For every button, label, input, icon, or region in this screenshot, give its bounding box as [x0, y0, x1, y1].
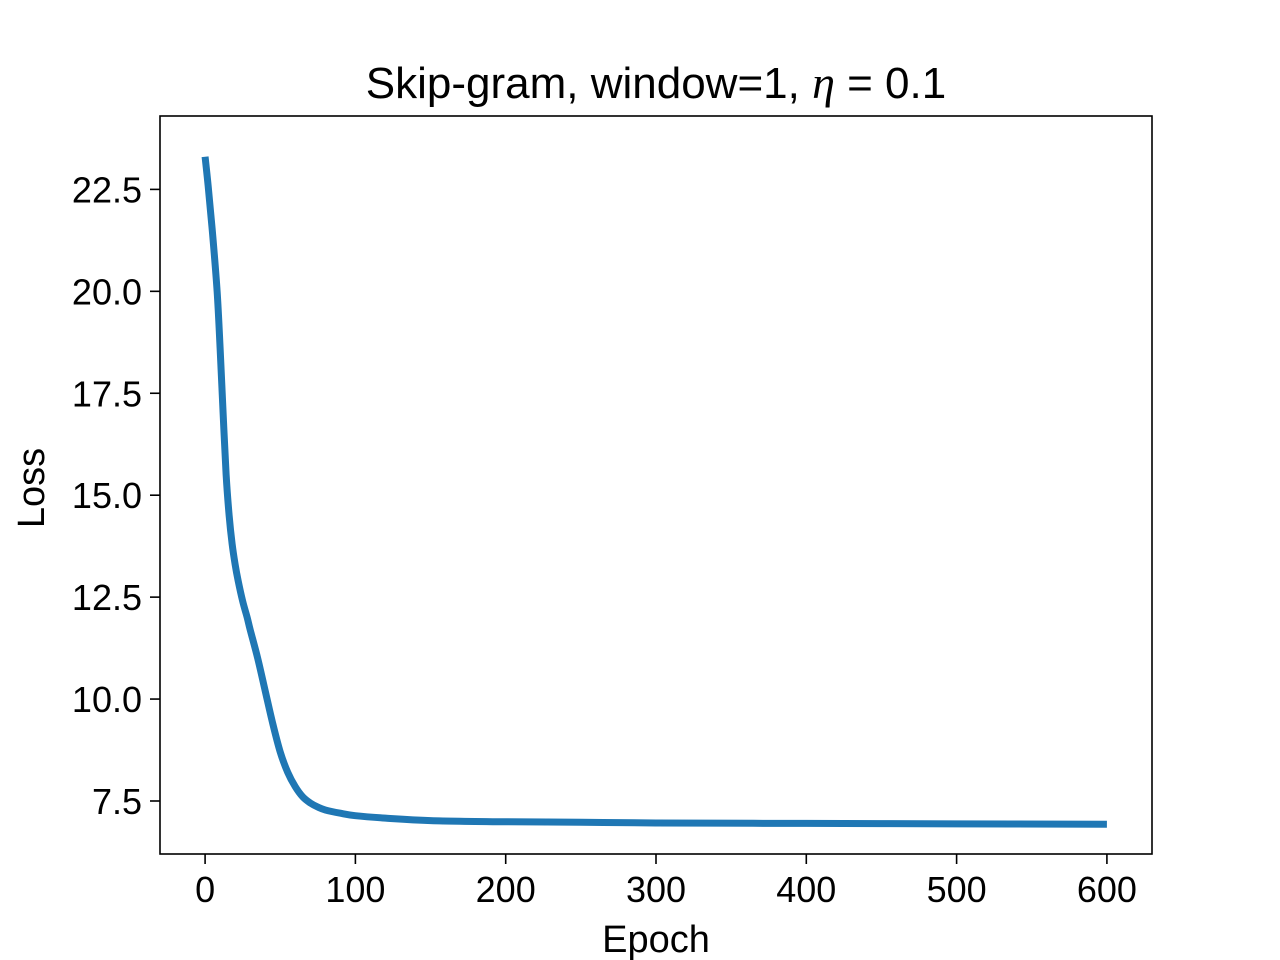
y-tick-label: 7.5	[92, 781, 142, 822]
chart-title-symbol: η	[812, 57, 835, 108]
x-tick-label: 500	[927, 869, 987, 910]
y-tick-label: 15.0	[72, 475, 142, 516]
x-tick-label: 600	[1077, 869, 1137, 910]
series-layer	[201, 156, 1107, 828]
loss-series-line	[201, 156, 1107, 828]
y-tick-label: 17.5	[72, 373, 142, 414]
x-tick-label: 300	[626, 869, 686, 910]
chart-title: Skip-gram, window=1, η = 0.1	[366, 57, 946, 108]
x-tick-label: 100	[325, 869, 385, 910]
x-tick-label: 200	[476, 869, 536, 910]
chart-title-suffix: = 0.1	[835, 59, 946, 108]
x-axis-ticks: 0 100 200 300 400 500 600	[195, 854, 1137, 910]
x-tick-label: 400	[776, 869, 836, 910]
y-tick-label: 22.5	[72, 169, 142, 210]
y-tick-label: 12.5	[72, 577, 142, 618]
y-tick-label: 10.0	[72, 679, 142, 720]
chart-title-prefix: Skip-gram, window=1,	[366, 59, 812, 108]
x-tick-label: 0	[195, 869, 215, 910]
x-axis-label: Epoch	[602, 919, 710, 960]
y-tick-label: 20.0	[72, 271, 142, 312]
y-axis-ticks: 7.5 10.0 12.5 15.0 17.5 20.0 22.5	[72, 169, 160, 822]
plot-area-frame	[159, 115, 1153, 855]
y-axis-label: Loss	[11, 448, 53, 528]
